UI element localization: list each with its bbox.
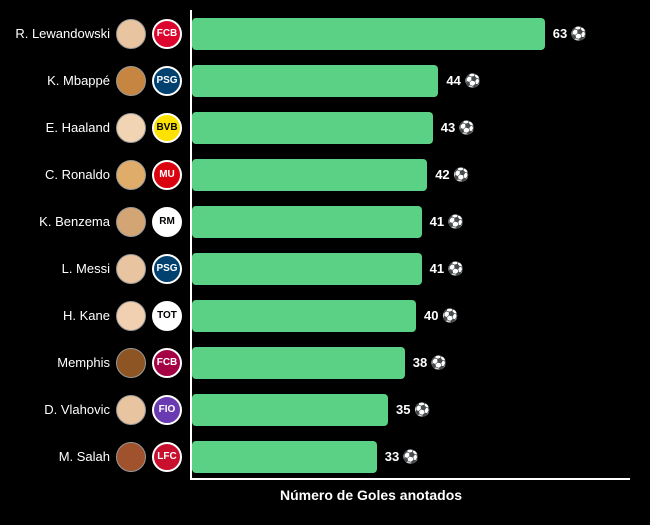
player-row: Memphis FCB 38 ⚽ bbox=[0, 339, 650, 386]
goal-value-label: 42 ⚽ bbox=[435, 167, 469, 183]
player-name-label: M. Salah bbox=[10, 449, 110, 464]
goal-bar bbox=[192, 253, 422, 285]
player-avatar bbox=[116, 66, 146, 96]
player-avatar bbox=[116, 254, 146, 284]
goal-value-label: 33 ⚽ bbox=[385, 449, 419, 465]
club-badge: RM bbox=[152, 207, 182, 237]
player-name-label: Memphis bbox=[10, 355, 110, 370]
club-badge: PSG bbox=[152, 66, 182, 96]
player-avatar bbox=[116, 19, 146, 49]
club-badge: BVB bbox=[152, 113, 182, 143]
club-badge: FIO bbox=[152, 395, 182, 425]
player-name-label: K. Mbappé bbox=[10, 73, 110, 88]
player-row: H. Kane TOT 40 ⚽ bbox=[0, 292, 650, 339]
player-avatar bbox=[116, 301, 146, 331]
goal-bar bbox=[192, 394, 388, 426]
player-name-label: L. Messi bbox=[10, 261, 110, 276]
player-row: L. Messi PSG 41 ⚽ bbox=[0, 245, 650, 292]
goal-bar bbox=[192, 65, 438, 97]
player-name-label: K. Benzema bbox=[10, 214, 110, 229]
club-badge: FCB bbox=[152, 19, 182, 49]
player-avatar bbox=[116, 160, 146, 190]
goal-value-label: 35 ⚽ bbox=[396, 402, 430, 418]
goal-bar bbox=[192, 347, 405, 379]
goal-bar bbox=[192, 159, 427, 191]
player-name-label: E. Haaland bbox=[10, 120, 110, 135]
player-row: R. Lewandowski FCB 63 ⚽ bbox=[0, 10, 650, 57]
club-badge: FCB bbox=[152, 348, 182, 378]
player-row: M. Salah LFC 33 ⚽ bbox=[0, 433, 650, 480]
goal-value-label: 40 ⚽ bbox=[424, 308, 458, 324]
club-badge: TOT bbox=[152, 301, 182, 331]
player-avatar bbox=[116, 395, 146, 425]
goal-bar bbox=[192, 18, 545, 50]
x-axis-label: Número de Goles anotados bbox=[280, 487, 462, 503]
player-row: D. Vlahovic FIO 35 ⚽ bbox=[0, 386, 650, 433]
player-name-label: H. Kane bbox=[10, 308, 110, 323]
player-avatar bbox=[116, 207, 146, 237]
goal-value-label: 41 ⚽ bbox=[430, 261, 464, 277]
club-badge: MU bbox=[152, 160, 182, 190]
goal-value-label: 38 ⚽ bbox=[413, 355, 447, 371]
player-name-label: C. Ronaldo bbox=[10, 167, 110, 182]
player-row: K. Benzema RM 41 ⚽ bbox=[0, 198, 650, 245]
player-row: C. Ronaldo MU 42 ⚽ bbox=[0, 151, 650, 198]
goal-value-label: 41 ⚽ bbox=[430, 214, 464, 230]
player-name-label: R. Lewandowski bbox=[10, 26, 110, 41]
goal-bar bbox=[192, 206, 422, 238]
goal-bar bbox=[192, 441, 377, 473]
player-avatar bbox=[116, 442, 146, 472]
player-row: E. Haaland BVB 43 ⚽ bbox=[0, 104, 650, 151]
club-badge: LFC bbox=[152, 442, 182, 472]
goal-bar bbox=[192, 300, 416, 332]
goal-bar bbox=[192, 112, 433, 144]
goal-value-label: 63 ⚽ bbox=[553, 26, 587, 42]
player-avatar bbox=[116, 348, 146, 378]
player-avatar bbox=[116, 113, 146, 143]
player-name-label: D. Vlahovic bbox=[10, 402, 110, 417]
goal-value-label: 43 ⚽ bbox=[441, 120, 475, 136]
player-row: K. Mbappé PSG 44 ⚽ bbox=[0, 57, 650, 104]
goal-value-label: 44 ⚽ bbox=[446, 73, 480, 89]
club-badge: PSG bbox=[152, 254, 182, 284]
